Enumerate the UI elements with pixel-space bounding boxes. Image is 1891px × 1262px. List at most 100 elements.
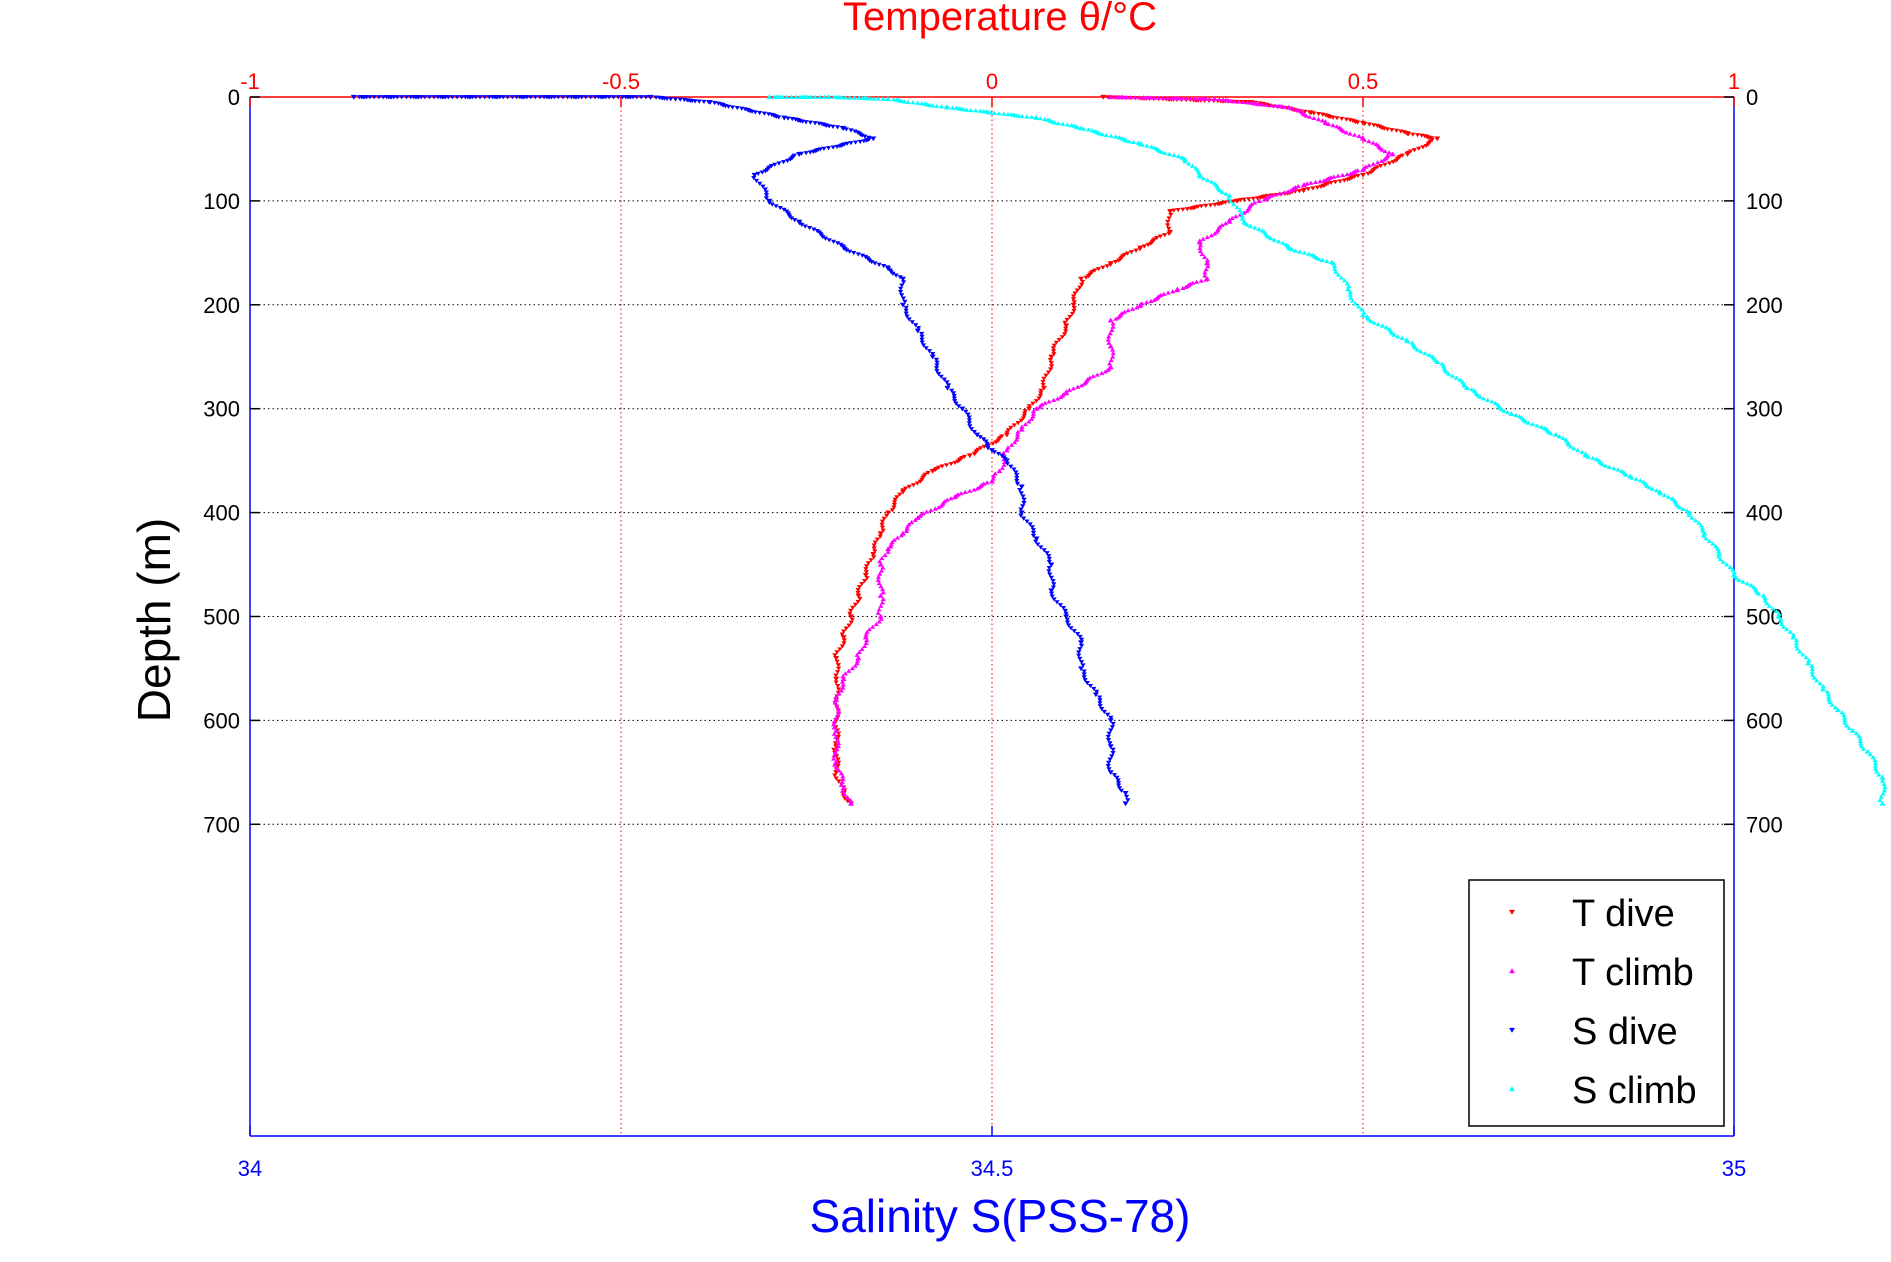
data-point-fill bbox=[999, 465, 1005, 470]
data-point-fill bbox=[1669, 496, 1675, 501]
data-point-fill bbox=[1259, 102, 1265, 107]
data-point-fill bbox=[1881, 788, 1888, 793]
data-point bbox=[1078, 666, 1085, 672]
data-point bbox=[1434, 136, 1441, 142]
data-point-fill bbox=[878, 568, 885, 573]
data-point-fill bbox=[1315, 111, 1322, 117]
data-point-fill bbox=[1105, 764, 1111, 769]
data-point-fill bbox=[859, 253, 866, 258]
data-point-fill bbox=[1048, 361, 1054, 366]
data-point-fill bbox=[1027, 522, 1033, 527]
data-point-fill bbox=[1860, 746, 1867, 751]
data-point-fill bbox=[1076, 650, 1082, 655]
data-point-fill bbox=[1680, 506, 1686, 511]
data-point bbox=[1100, 94, 1107, 100]
data-point-fill bbox=[1239, 213, 1245, 218]
data-point-fill bbox=[840, 776, 846, 782]
data-point-fill bbox=[879, 555, 885, 561]
data-point-fill bbox=[832, 762, 838, 767]
data-point-fill bbox=[881, 516, 887, 521]
data-point-fill bbox=[899, 293, 905, 298]
data-point-fill bbox=[832, 653, 838, 658]
data-point-fill bbox=[1348, 171, 1354, 176]
data-point bbox=[766, 94, 773, 100]
data-point-fill bbox=[1105, 734, 1111, 739]
data-point-fill bbox=[1144, 143, 1150, 148]
data-point-fill bbox=[1423, 143, 1429, 148]
data-point-fill bbox=[1043, 373, 1049, 378]
data-point-fill bbox=[837, 647, 843, 652]
data-point-fill bbox=[894, 495, 900, 500]
data-point bbox=[1508, 411, 1515, 416]
data-point-fill bbox=[939, 464, 945, 469]
data-point-fill bbox=[1809, 669, 1815, 674]
data-point bbox=[1048, 562, 1055, 568]
data-point-fill bbox=[1793, 637, 1800, 642]
data-point-fill bbox=[803, 120, 809, 125]
data-point-fill bbox=[880, 528, 886, 533]
data-point-fill bbox=[949, 105, 955, 110]
data-point-fill bbox=[1288, 188, 1294, 193]
data-point-fill bbox=[836, 666, 842, 671]
data-point bbox=[1078, 640, 1085, 646]
data-point-fill bbox=[1332, 266, 1338, 271]
data-point-fill bbox=[1231, 202, 1237, 207]
data-point-fill bbox=[915, 326, 922, 331]
data-point-fill bbox=[856, 649, 862, 654]
data-point-fill bbox=[1125, 798, 1131, 803]
data-point-fill bbox=[1314, 185, 1321, 190]
data-point-fill bbox=[1653, 488, 1660, 493]
data-point-fill bbox=[1106, 767, 1112, 772]
data-point-fill bbox=[996, 111, 1002, 116]
data-point-fill bbox=[834, 737, 841, 742]
data-point-fill bbox=[1657, 491, 1663, 496]
data-point-fill bbox=[1265, 234, 1271, 239]
data-point-fill bbox=[1806, 658, 1812, 663]
data-point-fill bbox=[915, 100, 921, 105]
legend-label: S climb bbox=[1572, 1070, 1697, 1112]
data-point-fill bbox=[1696, 520, 1702, 525]
data-point bbox=[877, 613, 884, 619]
data-point-fill bbox=[1778, 619, 1784, 624]
data-point-fill bbox=[1078, 637, 1085, 642]
data-point-fill bbox=[509, 95, 516, 100]
data-point-fill bbox=[1084, 681, 1090, 686]
data-point-fill bbox=[871, 543, 877, 548]
data-point-fill bbox=[1461, 381, 1467, 386]
data-point-fill bbox=[1229, 215, 1235, 221]
data-point-fill bbox=[966, 415, 972, 420]
data-point-fill bbox=[1075, 384, 1081, 389]
data-point-fill bbox=[967, 488, 973, 493]
data-point-fill bbox=[769, 202, 775, 207]
data-point bbox=[959, 406, 966, 412]
data-point-fill bbox=[877, 534, 883, 539]
data-point-fill bbox=[1764, 601, 1770, 606]
data-point-fill bbox=[1399, 153, 1405, 158]
data-point bbox=[1063, 614, 1070, 620]
data-point-fill bbox=[1347, 292, 1353, 297]
data-point-fill bbox=[848, 620, 854, 625]
data-point-fill bbox=[1370, 140, 1376, 145]
data-point-fill bbox=[1038, 545, 1044, 550]
data-point-fill bbox=[1375, 322, 1381, 327]
data-point bbox=[1167, 209, 1174, 214]
top-tick-label: 0 bbox=[986, 69, 998, 94]
data-point-fill bbox=[902, 299, 908, 304]
data-point-fill bbox=[985, 446, 991, 451]
data-point-fill bbox=[403, 95, 410, 100]
data-point-fill bbox=[1096, 131, 1103, 136]
data-point-fill bbox=[1011, 467, 1017, 472]
data-point-fill bbox=[789, 216, 795, 221]
data-point-fill bbox=[1295, 184, 1301, 189]
data-point-fill bbox=[1529, 421, 1536, 427]
data-point-fill bbox=[1343, 117, 1350, 122]
data-point-fill bbox=[1059, 335, 1065, 340]
data-point-fill bbox=[1305, 187, 1311, 192]
data-point-fill bbox=[849, 666, 855, 671]
data-point-fill bbox=[1203, 203, 1209, 208]
data-point-fill bbox=[725, 104, 732, 109]
data-point-fill bbox=[1469, 387, 1475, 392]
data-point-fill bbox=[952, 460, 958, 465]
data-point-fill bbox=[1123, 138, 1129, 143]
data-point-fill bbox=[966, 418, 972, 423]
